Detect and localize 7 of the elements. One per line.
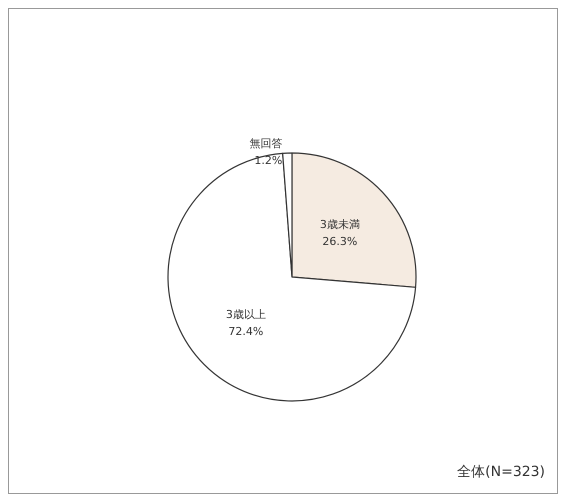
data-label: 26.3%: [322, 234, 358, 248]
data-label: 72.4%: [228, 324, 264, 338]
text: 全体(N=323): [457, 464, 546, 480]
slice-label: 無回答: [249, 137, 282, 150]
slice-label: 3歳未満: [320, 218, 360, 231]
slice-label: 3歳以上: [226, 308, 266, 321]
data-label: 1.2%: [254, 154, 282, 168]
